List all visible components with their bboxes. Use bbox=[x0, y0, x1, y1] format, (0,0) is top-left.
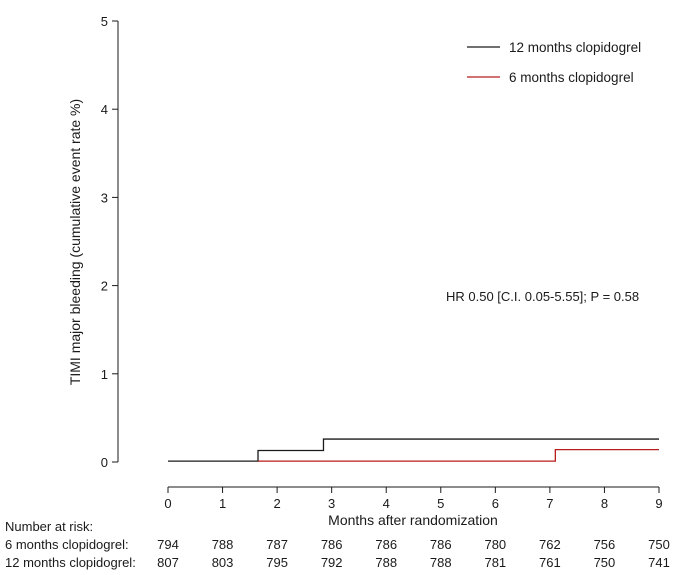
risk-value: 780 bbox=[484, 537, 506, 552]
risk-table-title: Number at risk: bbox=[5, 519, 93, 534]
risk-value: 807 bbox=[157, 555, 179, 570]
risk-value: 787 bbox=[266, 537, 288, 552]
risk-value: 788 bbox=[430, 555, 452, 570]
risk-value: 786 bbox=[375, 537, 397, 552]
x-tick-label: 6 bbox=[492, 496, 499, 511]
risk-value: 750 bbox=[648, 537, 670, 552]
risk-value: 786 bbox=[321, 537, 343, 552]
risk-row-label-12-months: 12 months clopidogrel: bbox=[5, 555, 136, 570]
risk-value: 762 bbox=[539, 537, 561, 552]
x-tick-label: 3 bbox=[328, 496, 335, 511]
y-tick-label: 4 bbox=[101, 102, 108, 117]
risk-value: 756 bbox=[594, 537, 616, 552]
risk-value: 794 bbox=[157, 537, 179, 552]
risk-row-label-6-months: 6 months clopidogrel: bbox=[5, 537, 129, 552]
y-tick-label: 1 bbox=[101, 367, 108, 382]
risk-value: 786 bbox=[430, 537, 452, 552]
risk-value: 803 bbox=[212, 555, 234, 570]
x-tick-label: 7 bbox=[546, 496, 553, 511]
risk-table: Number at risk: 6 months clopidogrel: 12… bbox=[5, 519, 670, 570]
risk-values: 794 788 787 786 786 786 780 762 756 750 807 803 795 7… bbox=[157, 537, 670, 570]
x-axis: 0 1 2 3 4 5 6 7 8 9 bbox=[164, 486, 663, 511]
x-tick-label: 9 bbox=[655, 496, 662, 511]
risk-value: 781 bbox=[484, 555, 506, 570]
x-tick-label: 1 bbox=[219, 496, 226, 511]
y-axis: 0 1 2 3 4 5 bbox=[101, 14, 119, 470]
legend-label-12-months: 12 months clopidogrel bbox=[509, 40, 641, 55]
risk-value: 792 bbox=[321, 555, 343, 570]
x-tick-label: 5 bbox=[437, 496, 444, 511]
hazard-ratio-annotation: HR 0.50 [C.I. 0.05-5.55]; P = 0.58 bbox=[446, 289, 639, 304]
y-tick-label: 2 bbox=[101, 279, 108, 294]
y-tick-label: 3 bbox=[101, 190, 108, 205]
risk-value: 761 bbox=[539, 555, 561, 570]
x-tick-label: 0 bbox=[164, 496, 171, 511]
risk-value: 788 bbox=[375, 555, 397, 570]
series-line-6-months-clopidogrel bbox=[258, 448, 659, 462]
y-axis-title: TIMI major bleeding (cumulative event ra… bbox=[67, 99, 83, 385]
legend: 12 months clopidogrel 6 months clopidogr… bbox=[467, 40, 641, 85]
series-line-12-months-clopidogrel bbox=[168, 438, 659, 462]
x-tick-label: 8 bbox=[601, 496, 608, 511]
x-tick-label: 4 bbox=[383, 496, 390, 511]
risk-value: 795 bbox=[266, 555, 288, 570]
y-tick-label: 5 bbox=[101, 14, 108, 29]
series-layer bbox=[168, 438, 659, 462]
y-tick-label: 0 bbox=[101, 455, 108, 470]
x-tick-label: 2 bbox=[273, 496, 280, 511]
risk-value: 750 bbox=[594, 555, 616, 570]
risk-value: 741 bbox=[648, 555, 670, 570]
legend-label-6-months: 6 months clopidogrel bbox=[509, 70, 634, 85]
x-axis-title: Months after randomization bbox=[328, 512, 498, 528]
risk-value: 788 bbox=[212, 537, 234, 552]
